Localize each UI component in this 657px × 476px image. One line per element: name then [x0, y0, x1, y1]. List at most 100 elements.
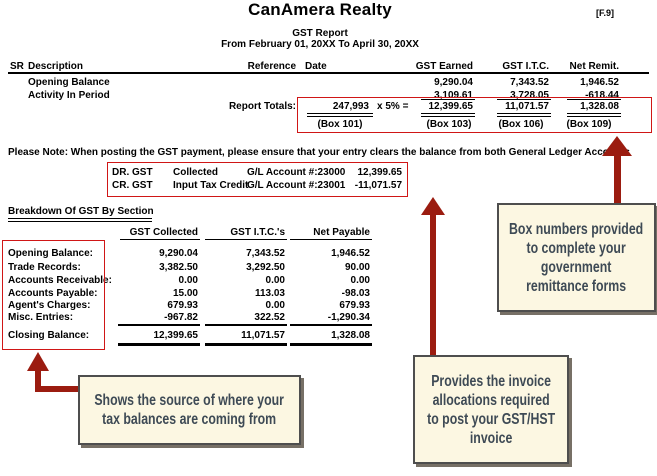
- arrow-elbow: [35, 386, 78, 392]
- callout-line: to complete your: [526, 239, 627, 257]
- box-106-label: (Box 106): [498, 119, 544, 130]
- callout-text: Provides the invoice allocations require…: [427, 372, 555, 448]
- row-net-remit: 1,946.52: [580, 77, 619, 88]
- breakdown-gst-collected: 0.00: [178, 275, 198, 286]
- journal-gl-account: G/L Account #:23001: [247, 180, 346, 191]
- breakdown-gst-itc: 3,292.50: [246, 262, 285, 273]
- journal-entry-type: DR. GST: [112, 167, 153, 178]
- callout-line: Shows the source of where your: [94, 392, 285, 409]
- callout-line: Box numbers provided: [509, 220, 644, 238]
- arrow-shaft: [35, 366, 41, 392]
- breakdown-row-label: Misc. Entries:: [8, 312, 74, 323]
- closing-net-payable: 1,328.08: [331, 330, 370, 341]
- breakdown-row-label: Trade Records:: [8, 262, 81, 273]
- double-rule: [497, 113, 551, 114]
- callout-line: Provides the invoice: [431, 372, 551, 390]
- closing-top-rule: [290, 324, 372, 326]
- breakdown-net-payable: 1,946.52: [331, 248, 370, 259]
- journal-account-name: Collected: [173, 167, 219, 178]
- breakdown-gst-itc: 113.03: [254, 288, 285, 299]
- callout-line: allocations required: [432, 391, 550, 409]
- closing-gst-itc: 11,071.57: [241, 330, 285, 341]
- box-103-label: (Box 103): [426, 119, 472, 130]
- totals-top-rule: [497, 99, 551, 100]
- arrow-shaft: [614, 151, 621, 204]
- callout-line: remittance forms: [526, 277, 627, 295]
- closing-top-rule: [118, 324, 200, 326]
- breakdown-row-label: Accounts Payable:: [8, 288, 98, 299]
- totals-top-rule: [567, 99, 621, 100]
- breakdown-gst-itc: 0.00: [265, 275, 285, 286]
- double-rule: [8, 218, 152, 219]
- breakdown-row-label: Agent's Charges:: [8, 300, 91, 311]
- callout-invoice-allocations: Provides the invoice allocations require…: [413, 355, 569, 464]
- breakdown-net-payable: 0.00: [350, 275, 370, 286]
- col-header-sr: SR: [10, 61, 24, 72]
- totals-top-rule: [421, 99, 475, 100]
- col-header-description: Description: [28, 61, 84, 72]
- totals-rate-expression: x 5% =: [377, 101, 409, 112]
- double-rule: [567, 116, 621, 117]
- callout-text: Shows the source of where your tax balan…: [95, 391, 285, 429]
- callout-line: tax balances are coming from: [102, 411, 277, 428]
- please-note-text: Please Note: When posting the GST paymen…: [8, 147, 630, 158]
- journal-gl-account: G/L Account #:23000: [247, 167, 346, 178]
- callout-text: Box numbers provided to complete your go…: [509, 220, 643, 296]
- breakdown-gst-collected: -967.82: [164, 312, 198, 323]
- arrow-shaft: [430, 210, 436, 356]
- col-header-net-remit: Net Remit.: [569, 61, 619, 72]
- double-rule: [567, 113, 621, 114]
- totals-gst-earned: 12,399.65: [428, 101, 474, 112]
- row-description: Activity In Period: [28, 90, 110, 101]
- breakdown-col-gst-itcs: GST I.T.C.'s: [230, 227, 285, 238]
- journal-entry-type: CR. GST: [112, 180, 153, 191]
- row-description: Opening Balance: [28, 77, 110, 88]
- report-period: From February 01, 20XX To April 30, 20XX: [221, 39, 419, 50]
- breakdown-col-gst-collected: GST Collected: [129, 227, 198, 238]
- totals-base-amount: 247,993: [332, 101, 369, 112]
- breakdown-gst-collected: 3,382.50: [159, 262, 198, 273]
- breakdown-gst-collected: 9,290.04: [159, 248, 198, 259]
- breakdown-net-payable: -1,290.34: [327, 312, 370, 323]
- breakdown-gst-itc: 7,343.52: [246, 248, 285, 259]
- double-rule: [421, 116, 475, 117]
- breakdown-header-rule: [290, 239, 372, 240]
- arrow-up-to-journal: [421, 194, 445, 215]
- header-rule: [8, 72, 649, 74]
- col-header-reference: Reference: [247, 61, 296, 72]
- row-gst-earned: 9,290.04: [434, 77, 473, 88]
- callout-tax-balance-source: Shows the source of where your tax balan…: [78, 375, 301, 445]
- arrow-up-to-box-numbers: [602, 133, 632, 156]
- box-101-label: (Box 101): [317, 119, 363, 130]
- row-gst-itc: 3,728.05: [510, 90, 549, 101]
- arrow-up-to-breakdown-labels: [27, 349, 49, 371]
- journal-amount: -11,071.57: [354, 180, 402, 191]
- double-rule: [8, 221, 152, 222]
- report-totals-label: Report Totals:: [228, 101, 296, 112]
- col-header-date: Date: [305, 61, 327, 72]
- totals-gst-itc: 11,071.57: [505, 101, 549, 112]
- row-gst-itc: 7,343.52: [510, 77, 549, 88]
- breakdown-header-rule: [120, 239, 200, 240]
- page-reference: [F.9]: [596, 8, 614, 18]
- breakdown-net-payable: 90.00: [344, 262, 370, 273]
- journal-amount: 12,399.65: [357, 167, 403, 178]
- company-title: CanAmera Realty: [248, 0, 392, 19]
- closing-bottom-rule: [290, 343, 372, 346]
- closing-bottom-rule: [205, 343, 287, 346]
- breakdown-gst-collected: 679.93: [167, 300, 198, 311]
- double-rule: [307, 113, 373, 114]
- closing-bottom-rule: [118, 343, 200, 346]
- report-subtitle: GST Report: [292, 28, 348, 39]
- closing-label: Closing Balance:: [8, 330, 90, 341]
- breakdown-gst-itc: 0.00: [265, 300, 285, 311]
- journal-highlight-box: [107, 162, 408, 197]
- col-header-gst-itc: GST I.T.C.: [502, 61, 549, 72]
- breakdown-gst-itc: 322.52: [254, 312, 285, 323]
- box-109-label: (Box 109): [566, 119, 612, 130]
- breakdown-row-label: Opening Balance:: [8, 248, 94, 259]
- breakdown-net-payable: 679.93: [339, 300, 370, 311]
- callout-line: government: [541, 258, 612, 276]
- callout-line: invoice: [469, 429, 513, 447]
